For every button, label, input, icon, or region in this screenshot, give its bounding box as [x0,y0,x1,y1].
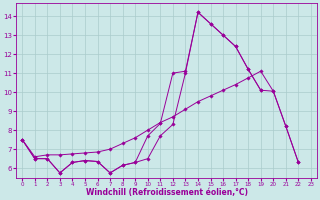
X-axis label: Windchill (Refroidissement éolien,°C): Windchill (Refroidissement éolien,°C) [85,188,248,197]
